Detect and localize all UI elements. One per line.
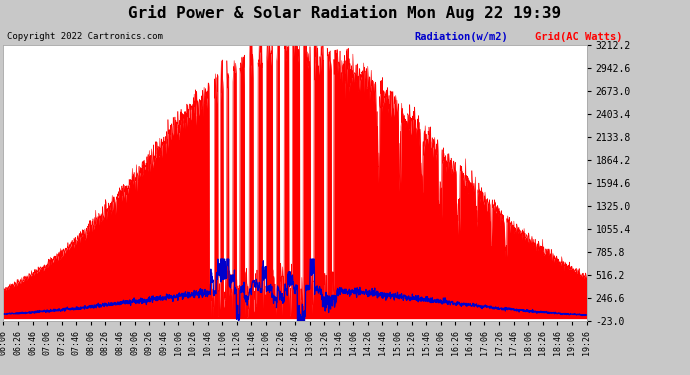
Text: Grid Power & Solar Radiation Mon Aug 22 19:39: Grid Power & Solar Radiation Mon Aug 22 … bbox=[128, 4, 562, 21]
Text: Copyright 2022 Cartronics.com: Copyright 2022 Cartronics.com bbox=[7, 32, 163, 41]
Text: Grid(AC Watts): Grid(AC Watts) bbox=[535, 32, 622, 42]
Text: Radiation(w/m2): Radiation(w/m2) bbox=[414, 32, 508, 42]
